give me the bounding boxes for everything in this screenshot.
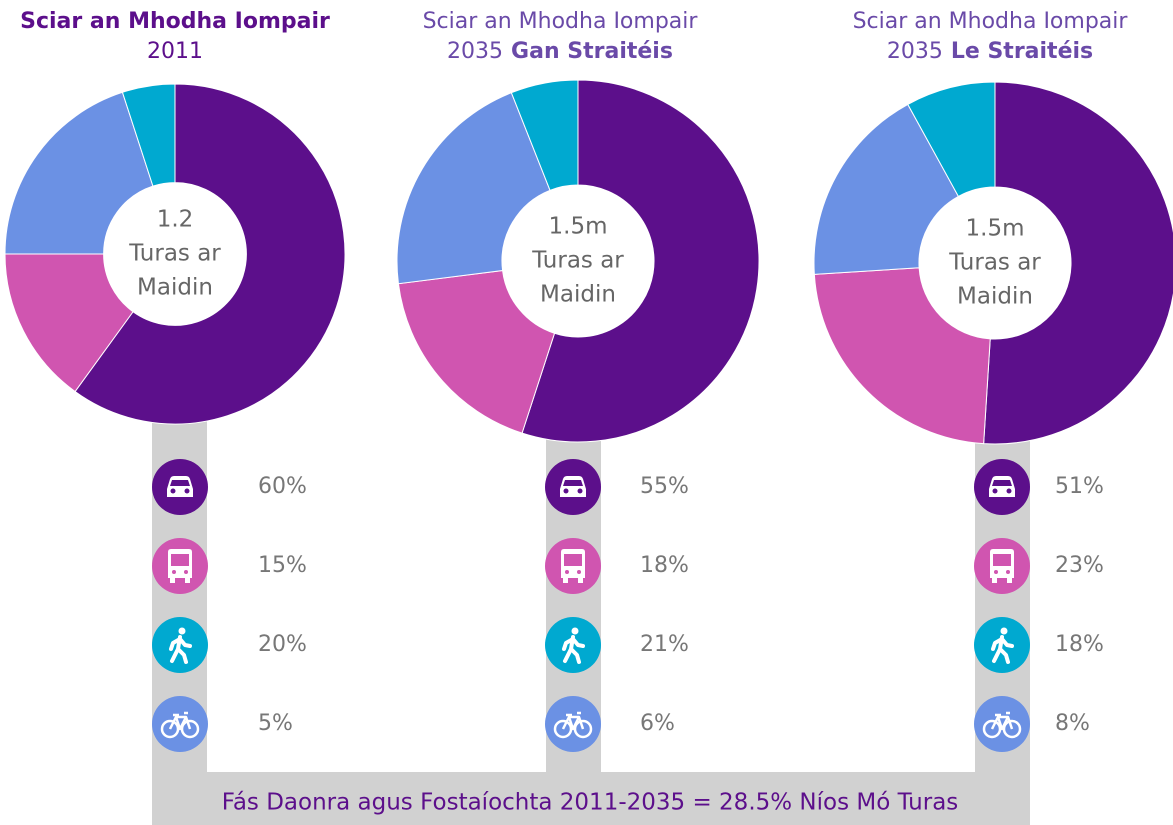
footer-band — [152, 772, 1030, 825]
mode-icon — [560, 476, 586, 497]
center-label: Maidin — [957, 284, 1033, 310]
footer: Fás Daonra agus Fostaíochta 2011-2035 = … — [222, 790, 959, 816]
chart-subtitle: 2011 — [147, 39, 203, 64]
icon-shape — [167, 476, 193, 497]
icon-shape — [180, 719, 200, 739]
subtitle-year: 2011 — [147, 39, 203, 64]
icon-shape — [185, 578, 190, 583]
icon-shape — [553, 719, 573, 739]
mode-icon — [169, 627, 192, 664]
mode-icon — [562, 627, 585, 664]
donut-segment — [510, 79, 579, 191]
value-label: 6% — [640, 711, 675, 736]
mode-icon — [561, 549, 585, 583]
chart-title: Sciar an Mhodha Iompair — [853, 9, 1129, 34]
chart-title: Sciar an Mhodha Iompair — [20, 9, 330, 34]
icon-shape — [178, 627, 186, 635]
icon-shape — [992, 578, 997, 583]
icon-shape — [172, 570, 176, 574]
icon-shape — [184, 488, 190, 494]
value-label: 15% — [258, 553, 307, 578]
center-label: Turas ar — [128, 241, 221, 267]
chart-subtitle: 2035 Le Straitéis — [887, 39, 1093, 64]
icon-shape — [563, 488, 569, 494]
icon-shape — [994, 570, 998, 574]
donut-segment — [813, 267, 991, 445]
mode-icon — [991, 627, 1014, 664]
center-label: Maidin — [137, 275, 213, 301]
icon-shape — [170, 488, 176, 494]
icon-shape — [1006, 488, 1012, 494]
donut-segment — [521, 79, 760, 443]
donut-segment — [4, 253, 134, 393]
icon-shape — [160, 719, 180, 739]
icon-shape — [565, 570, 569, 574]
value-label: 20% — [258, 632, 307, 657]
mode-icon — [990, 549, 1014, 583]
center-label: Turas ar — [531, 248, 624, 274]
subtitle-year: 2035 — [447, 39, 503, 64]
donut-segment — [4, 91, 154, 255]
subtitle-year: 2035 — [887, 39, 943, 64]
donut-segment — [396, 92, 551, 285]
icon-shape — [1007, 578, 1012, 583]
mode-icon — [167, 476, 193, 497]
mode-icon — [160, 711, 200, 739]
icon-shape — [577, 488, 583, 494]
icon-shape — [982, 719, 1002, 739]
icon-shape — [577, 570, 581, 574]
donut-segment — [397, 269, 556, 434]
icon-shape — [573, 719, 593, 739]
donut-segment — [121, 83, 176, 187]
icon-shape — [992, 488, 998, 494]
donut-segment — [983, 81, 1173, 445]
donut-segment — [813, 103, 960, 275]
value-label: 8% — [1055, 711, 1090, 736]
subtitle-strategy: Gan Straitéis — [511, 39, 673, 64]
mode-icon-bg — [545, 696, 601, 752]
mode-icon-bg — [152, 696, 208, 752]
icon-shape — [168, 711, 192, 731]
value-label: 51% — [1055, 474, 1104, 499]
icon-shape — [991, 635, 1014, 664]
icon-shape — [1002, 719, 1022, 739]
subtitle-strategy: Le Straitéis — [951, 39, 1093, 64]
icon-shape — [170, 578, 175, 583]
mode-icon — [553, 711, 593, 739]
value-label: 23% — [1055, 553, 1104, 578]
icon-shape — [1006, 570, 1010, 574]
mode-icon-bg — [974, 696, 1030, 752]
icon-shape — [989, 476, 1015, 497]
icon-shape — [990, 711, 1014, 731]
donut-segment — [74, 83, 346, 425]
mode-icon — [168, 549, 192, 583]
value-label: 21% — [640, 632, 689, 657]
value-label: 60% — [258, 474, 307, 499]
donut-segment — [907, 81, 996, 198]
icon-shape — [1000, 627, 1008, 635]
icon-shape — [563, 578, 568, 583]
center-label: 1.2 — [157, 207, 194, 233]
value-label: 55% — [640, 474, 689, 499]
center-label: Maidin — [540, 282, 616, 308]
value-label: 18% — [1055, 632, 1104, 657]
icon-shape — [571, 627, 579, 635]
icon-shape — [562, 635, 585, 664]
icon-shape — [578, 578, 583, 583]
center-label: Turas ar — [948, 250, 1041, 276]
icon-shape — [560, 476, 586, 497]
center-label: 1.5m — [966, 216, 1025, 242]
icon-shape — [184, 570, 188, 574]
value-label: 18% — [640, 553, 689, 578]
value-label: 5% — [258, 711, 293, 736]
chart-subtitle: 2035 Gan Straitéis — [447, 39, 673, 64]
chart-title: Sciar an Mhodha Iompair — [423, 9, 699, 34]
center-label: 1.5m — [549, 214, 608, 240]
mode-icon — [989, 476, 1015, 497]
mode-icon — [982, 711, 1022, 739]
icon-shape — [169, 635, 192, 664]
icon-shape — [561, 711, 585, 731]
